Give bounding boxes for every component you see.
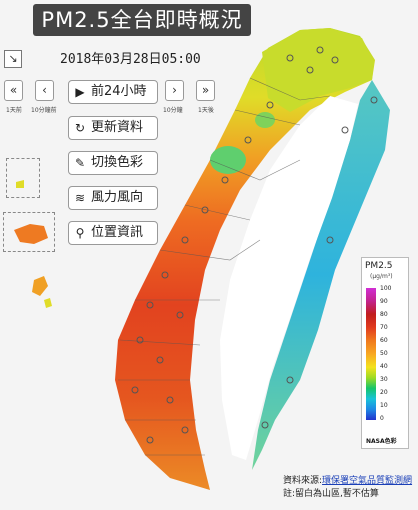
location-pin-icon: ⚲ bbox=[75, 226, 85, 240]
page-title: PM2.5全台即時概況 bbox=[33, 4, 251, 36]
prev-button[interactable]: ‹ bbox=[35, 80, 54, 101]
legend-tick: 50 bbox=[380, 350, 388, 357]
location-label: 位置資訊 bbox=[91, 225, 144, 240]
west-coast-region bbox=[115, 28, 375, 490]
legend-colorbar bbox=[366, 288, 376, 420]
zoom-corner-button[interactable]: ↘ bbox=[4, 50, 22, 68]
last-label: 1天後 bbox=[198, 107, 214, 114]
wind-icon: ≋ bbox=[74, 191, 86, 205]
first-label: 1天前 bbox=[6, 107, 22, 114]
next-label: 10分鐘 bbox=[163, 107, 183, 114]
legend-unit: (μg/m³) bbox=[370, 273, 393, 280]
legend-tick: 90 bbox=[380, 298, 388, 305]
legend-tick: 10 bbox=[380, 402, 388, 409]
switch-color-button[interactable]: ✎ 切換色彩 bbox=[68, 151, 158, 175]
mountain-blank-area bbox=[220, 96, 358, 460]
county-borders bbox=[118, 77, 331, 456]
wind-button[interactable]: ≋ 風力風向 bbox=[68, 186, 158, 210]
legend-tick: 40 bbox=[380, 363, 388, 370]
source-remark: 註:留白為山區,暫不估算 bbox=[283, 489, 379, 499]
last-button[interactable]: » bbox=[196, 80, 215, 101]
offshore-islands bbox=[14, 180, 48, 244]
legend-tick: 60 bbox=[380, 337, 388, 344]
refresh-button[interactable]: ↻ 更新資料 bbox=[68, 116, 158, 140]
source-note: 資料來源:環保署空氣品質監測網 註:留白為山區,暫不估算 bbox=[283, 475, 412, 501]
legend-tick: 70 bbox=[380, 324, 388, 331]
green-patch bbox=[210, 146, 246, 174]
refresh-icon: ↻ bbox=[74, 121, 86, 135]
legend-tick: 100 bbox=[380, 285, 392, 292]
legend-name: NASA色彩 bbox=[366, 438, 397, 445]
legend-tick: 20 bbox=[380, 389, 388, 396]
refresh-label: 更新資料 bbox=[91, 120, 144, 135]
legend-tick: 80 bbox=[380, 311, 388, 318]
legend-tick: 30 bbox=[380, 376, 388, 383]
play-icon: ▶ bbox=[75, 85, 85, 99]
east-coast-region bbox=[252, 80, 390, 470]
penghu-islands bbox=[32, 276, 52, 308]
legend-tick: 0 bbox=[380, 415, 384, 422]
source-prefix: 資料來源: bbox=[283, 476, 323, 486]
play-label: 前24小時 bbox=[91, 84, 147, 99]
wind-label: 風力風向 bbox=[91, 190, 144, 205]
prev-label: 10分鐘前 bbox=[31, 107, 57, 114]
brush-icon: ✎ bbox=[74, 156, 86, 170]
first-button[interactable]: « bbox=[4, 80, 23, 101]
kinmen-inset-box[interactable] bbox=[3, 212, 55, 252]
location-button[interactable]: ⚲ 位置資訊 bbox=[68, 221, 158, 245]
matsu-inset-box[interactable] bbox=[6, 158, 40, 198]
source-link[interactable]: 環保署空氣品質監測網 bbox=[322, 476, 413, 486]
station-markers bbox=[131, 46, 378, 444]
next-button[interactable]: › bbox=[165, 80, 184, 101]
play-24h-button[interactable]: ▶ 前24小時 bbox=[68, 80, 158, 104]
switch-color-label: 切換色彩 bbox=[91, 155, 144, 170]
green-patch-2 bbox=[255, 112, 275, 128]
timestamp: 2018年03月28日05:00 bbox=[60, 52, 201, 67]
legend: PM2.5 (μg/m³) 100 90 80 70 60 50 40 30 2… bbox=[361, 257, 409, 449]
legend-title: PM2.5 bbox=[365, 261, 393, 271]
north-region bbox=[262, 28, 374, 112]
